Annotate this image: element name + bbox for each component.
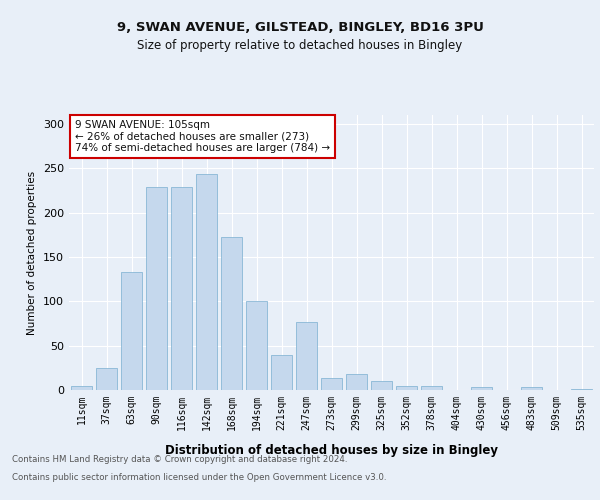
Bar (296, 322, 317, 390)
Bar (71, 386, 92, 390)
Bar (271, 354, 292, 390)
Text: Contains HM Land Registry data © Crown copyright and database right 2024.: Contains HM Land Registry data © Crown c… (12, 456, 347, 464)
Bar (571, 389, 592, 390)
Bar (321, 378, 342, 390)
Y-axis label: Number of detached properties: Number of detached properties (28, 170, 37, 334)
Bar (96, 368, 117, 390)
X-axis label: Distribution of detached houses by size in Bingley: Distribution of detached houses by size … (165, 444, 498, 457)
Bar (221, 238, 242, 390)
Bar (471, 388, 492, 390)
Bar (246, 302, 267, 390)
Bar (421, 386, 442, 390)
Text: 9, SWAN AVENUE, GILSTEAD, BINGLEY, BD16 3PU: 9, SWAN AVENUE, GILSTEAD, BINGLEY, BD16 … (116, 21, 484, 34)
Bar (346, 374, 367, 390)
Bar (371, 381, 392, 390)
Bar (196, 174, 217, 390)
Text: Size of property relative to detached houses in Bingley: Size of property relative to detached ho… (137, 40, 463, 52)
Bar (121, 272, 142, 390)
Bar (171, 187, 192, 390)
Bar (146, 187, 167, 390)
Bar (521, 388, 542, 390)
Text: 9 SWAN AVENUE: 105sqm
← 26% of detached houses are smaller (273)
74% of semi-det: 9 SWAN AVENUE: 105sqm ← 26% of detached … (75, 120, 330, 153)
Text: Contains public sector information licensed under the Open Government Licence v3: Contains public sector information licen… (12, 473, 386, 482)
Bar (396, 386, 417, 390)
